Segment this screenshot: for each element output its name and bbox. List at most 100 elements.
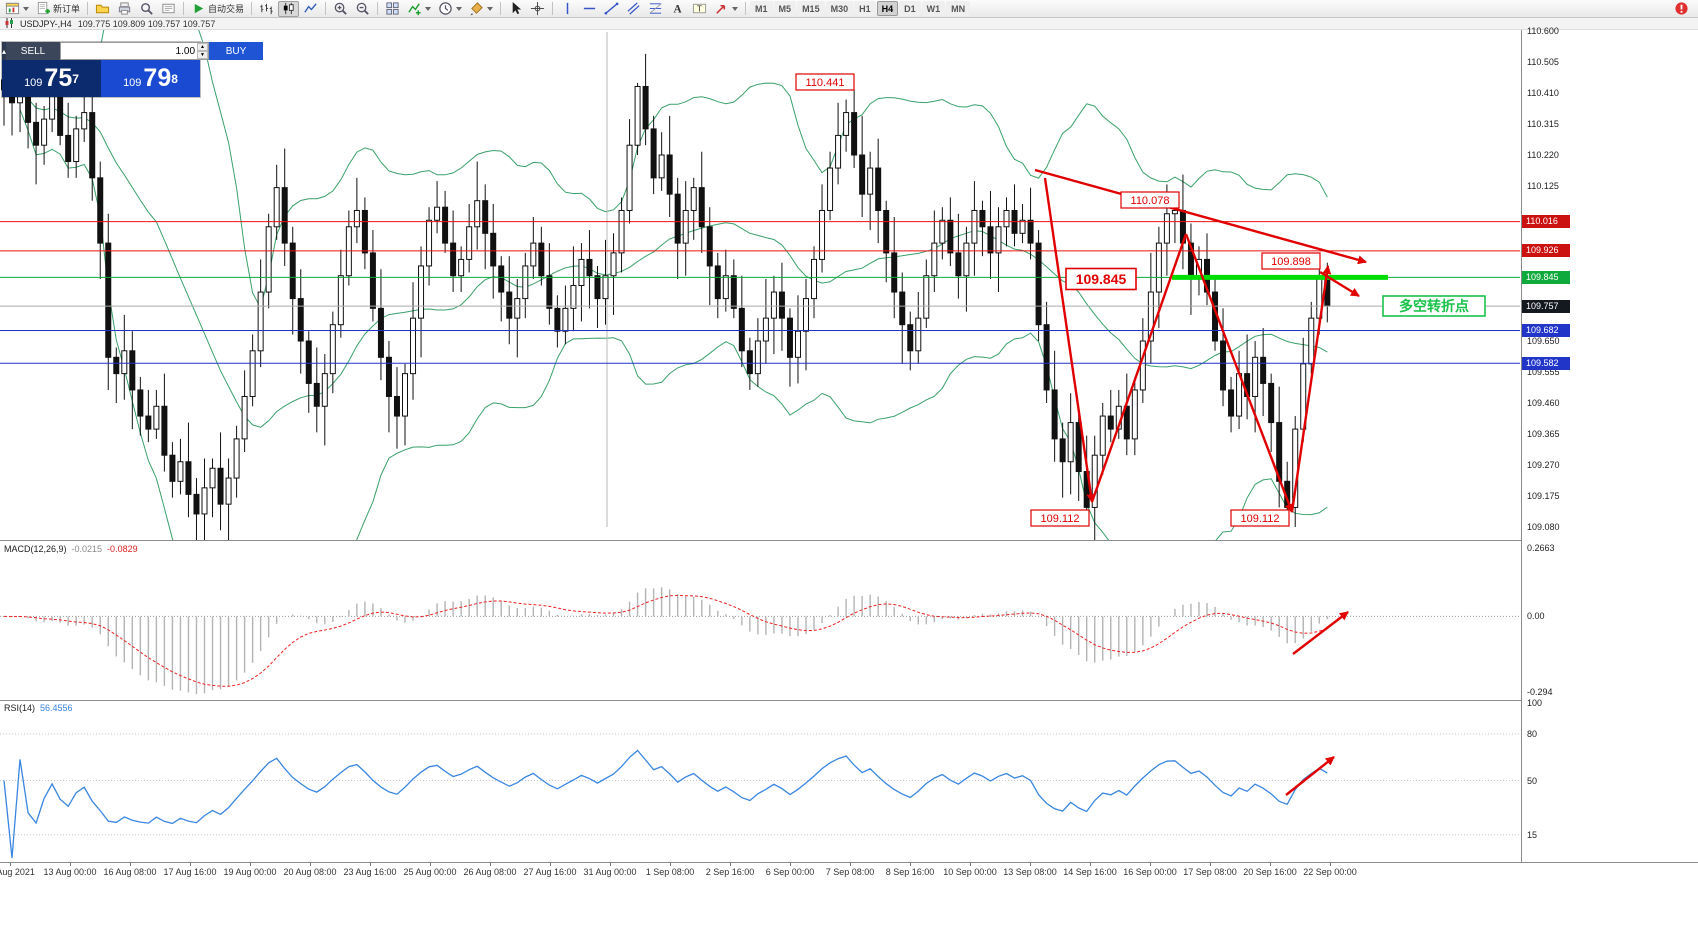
time-label: 13 Sep 08:00 — [1003, 867, 1057, 877]
time-label: 16 Aug 08:00 — [103, 867, 157, 877]
buy-price-prefix: 109 — [123, 76, 142, 89]
toolbar-channel-button[interactable] — [623, 1, 644, 17]
macd-panel-chart[interactable] — [0, 542, 1520, 700]
volume-up-button[interactable]: ▲ — [197, 43, 209, 51]
trend-arrow[interactable] — [1184, 233, 1294, 513]
toolbar-text-label-button[interactable]: T — [689, 1, 710, 17]
buy-price-main: 79 — [143, 64, 172, 92]
tf-m5-button[interactable]: M5 — [773, 1, 797, 16]
time-axis[interactable]: 11 Aug 2021 13 Aug 00:00 16 Aug 08:00 17 Au… — [0, 862, 1698, 881]
time-label: 2 Sep 16:00 — [705, 867, 755, 877]
svg-text:110.078: 110.078 — [1131, 195, 1170, 207]
price-label-annotation[interactable]: 110.078 — [1120, 191, 1180, 209]
tf-d1-button[interactable]: D1 — [899, 1, 921, 16]
time-label: 6 Sep 00:00 — [765, 867, 815, 877]
trend-arrow[interactable] — [1034, 168, 1367, 265]
price-label-annotation[interactable]: 多空转折点 — [1382, 295, 1486, 317]
volume-down-button[interactable]: ▼ — [197, 51, 209, 59]
price-label-annotation[interactable]: 109.898 — [1261, 252, 1321, 270]
toolbar-print-button[interactable] — [114, 1, 135, 17]
time-label: 20 Sep 16:00 — [1243, 867, 1297, 877]
buy-button[interactable]: BUY — [209, 42, 264, 60]
time-label: 20 Aug 08:00 — [283, 867, 337, 877]
time-tick — [10, 863, 11, 866]
tf-mn-button[interactable]: MN — [946, 1, 971, 16]
sell-price-big[interactable]: 109 75 7 — [2, 60, 101, 97]
price-tick: 109.650 — [1527, 336, 1560, 346]
toolbar-separator — [552, 2, 554, 15]
tf-h4-button[interactable]: H4 — [876, 1, 899, 16]
price-tick: 109.175 — [1527, 491, 1560, 501]
sell-button[interactable]: SELL — [6, 42, 61, 60]
toolbar-cursor-button[interactable] — [505, 1, 526, 17]
toolbar-autotrade-play-button[interactable]: 自动交易 — [188, 1, 247, 17]
price-tick: 110.125 — [1527, 181, 1559, 191]
trend-arrow[interactable] — [1290, 265, 1332, 513]
time-tick — [1210, 863, 1211, 866]
chevron-down-icon — [23, 6, 29, 11]
toolbar-line-chart-button[interactable] — [300, 1, 321, 17]
toolbar-text-button[interactable]: A — [667, 1, 688, 17]
price-label-annotation[interactable]: 109.112 — [1230, 509, 1290, 527]
time-tick — [1330, 863, 1331, 866]
toolbar-vertical-line-button[interactable] — [557, 1, 578, 17]
toolbar-templates-button[interactable] — [466, 1, 496, 17]
price-axis[interactable]: 110.600 110.505 110.410 110.315 110.220 110.1… — [1521, 26, 1698, 862]
price-tick: 110.600 — [1527, 26, 1559, 36]
rsi-annotation-arrow[interactable] — [1285, 756, 1335, 796]
toolbar-chart-window-button[interactable] — [2, 1, 32, 17]
toolbar-indicators-button[interactable] — [404, 1, 434, 17]
toolbar-arrows-button[interactable] — [711, 1, 741, 17]
price-label-annotation[interactable]: 110.441 — [795, 73, 855, 91]
macd-axis-tick: 0.2663 — [1527, 542, 1555, 553]
time-tick — [1090, 863, 1091, 866]
toolbar-new-order-button[interactable]: 新订单 — [33, 1, 83, 17]
volume-input[interactable] — [61, 43, 198, 59]
trend-arrow[interactable] — [1043, 177, 1096, 503]
toolbar-profiles-button[interactable] — [92, 1, 113, 17]
toolbar-separator — [325, 2, 327, 15]
toolbar-periods-button[interactable] — [435, 1, 465, 17]
svg-text:109.845: 109.845 — [1076, 271, 1127, 287]
macd-annotation-arrow[interactable] — [1292, 611, 1349, 655]
toolbar-crosshair-button[interactable] — [527, 1, 548, 17]
toolbar-zoom-out-button[interactable] — [352, 1, 373, 17]
tf-m30-button[interactable]: M30 — [825, 1, 854, 16]
macd-axis-tick: -0.294 — [1527, 686, 1553, 697]
toolbar-bar-chart-button[interactable] — [256, 1, 277, 17]
collapse-trade-panel-button[interactable]: ▴ — [2, 42, 7, 60]
tf-m15-button[interactable]: M15 — [797, 1, 825, 16]
rsi-panel-chart[interactable] — [0, 701, 1520, 861]
rsi-axis-tick: 50 — [1527, 775, 1538, 786]
toolbar-trendline-button[interactable] — [601, 1, 622, 17]
panel-separator-macd[interactable] — [0, 540, 1698, 541]
toolbar-tile-windows-button[interactable] — [382, 1, 403, 17]
time-label: 10 Sep 00:00 — [943, 867, 997, 877]
toolbar-spacer — [1671, 1, 1692, 17]
rsi-indicator-label: RSI(14) 56.4556 — [4, 703, 73, 713]
toolbar-zoom-in-button[interactable] — [330, 1, 351, 17]
toolbar-horizontal-line-button[interactable] — [579, 1, 600, 17]
toolbar-news-button[interactable] — [158, 1, 179, 17]
tf-m1-button[interactable]: M1 — [750, 1, 773, 16]
toolbar-separator — [500, 2, 502, 15]
panel-separator-rsi[interactable] — [0, 700, 1698, 701]
toolbar-fibonacci-button[interactable] — [645, 1, 666, 17]
price-label-annotation[interactable]: 109.112 — [1030, 509, 1090, 527]
macd-signal-line — [3, 594, 1328, 687]
time-tick — [130, 863, 131, 866]
price-label-annotation[interactable]: 109.845 — [1065, 267, 1137, 291]
toolbar-find-button[interactable] — [136, 1, 157, 17]
tf-h1-button[interactable]: H1 — [854, 1, 876, 16]
trade-panel-price-row: 109 75 7 109 79 8 — [2, 60, 200, 97]
toolbar-candle-chart-button[interactable] — [278, 0, 300, 17]
chart-caption-icon — [4, 17, 14, 30]
trend-arrow[interactable] — [1090, 233, 1188, 503]
toolbar-alerts-button[interactable] — [1671, 1, 1692, 17]
tf-w1-button[interactable]: W1 — [921, 1, 946, 16]
main-price-chart[interactable]: 110.441 110.078 109.845 109.898 109.112 109.1… — [0, 30, 1520, 540]
macd-histogram — [11, 587, 1329, 694]
buy-price-big[interactable]: 109 79 8 — [101, 60, 200, 97]
rsi-name: RSI(14) — [4, 703, 36, 713]
toolbar-separator — [87, 2, 89, 15]
